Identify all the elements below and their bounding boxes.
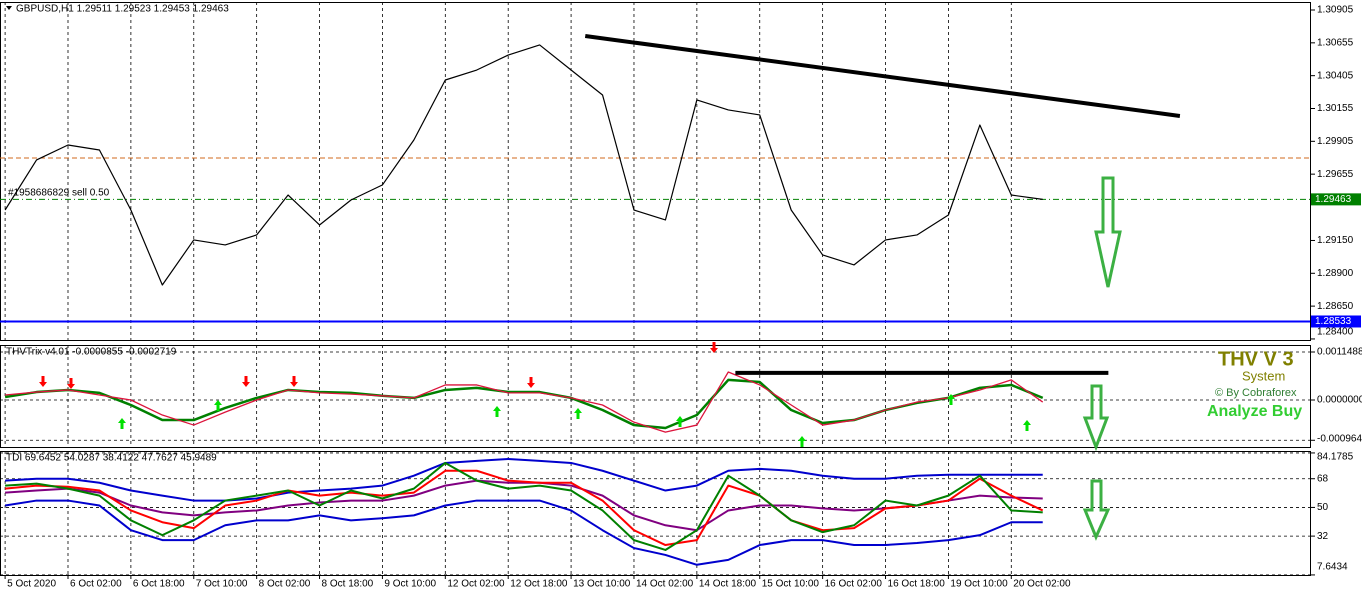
x-tick-label: 12 Oct 18:00 <box>510 579 568 590</box>
y-tick-label: 0.0011488 <box>1317 347 1362 358</box>
y-tick-label: 50 <box>1317 502 1329 513</box>
y-tick-label: 7.6434 <box>1317 562 1348 573</box>
y-tick-label: 1.29905 <box>1317 136 1354 147</box>
chart-title: GBPUSD,H1 1.29511 1.29523 1.29453 1.2946… <box>16 4 229 15</box>
pane-frame <box>0 345 1311 448</box>
series-line <box>5 371 1044 433</box>
x-tick-label: 14 Oct 18:00 <box>699 579 757 590</box>
price-box <box>1311 315 1361 328</box>
y-tick-label: 84.1785 <box>1317 452 1354 463</box>
x-tick-label: 15 Oct 10:00 <box>762 579 820 590</box>
x-tick-label: 20 Oct 02:00 <box>1013 579 1071 590</box>
down-arrow <box>1082 384 1110 452</box>
price-box-label: 1.28533 <box>1315 316 1352 327</box>
y-tick-label: 1.28900 <box>1317 268 1354 279</box>
y-tick-label: 1.28650 <box>1317 301 1354 312</box>
brand-credit: © By Cobraforex <box>1215 387 1297 399</box>
series-line <box>5 469 1044 547</box>
signal-label: Analyze Buy <box>1207 403 1302 420</box>
y-tick-label: 1.30155 <box>1317 103 1354 114</box>
x-tick-label: 8 Oct 18:00 <box>322 579 374 590</box>
x-tick-label: 9 Oct 10:00 <box>384 579 436 590</box>
series-line <box>4 44 1043 286</box>
series-line <box>4 499 1043 566</box>
y-tick-label: 1.30655 <box>1317 37 1354 48</box>
x-tick-label: 19 Oct 10:00 <box>950 579 1008 590</box>
x-tick-label: 6 Oct 02:00 <box>70 579 122 590</box>
down-arrow <box>1082 479 1111 541</box>
y-tick-label: 1.30905 <box>1317 5 1354 16</box>
x-tick-label: 14 Oct 02:00 <box>636 579 694 590</box>
x-tick-label: 8 Oct 02:00 <box>259 579 311 590</box>
series-line <box>5 461 1043 551</box>
y-tick-label: 32 <box>1317 531 1329 542</box>
menu-triangle <box>6 6 12 10</box>
y-tick-label: 0.0000000 <box>1317 395 1362 406</box>
pane-frame <box>0 2 1311 341</box>
y-tick-label: -0.000964 <box>1317 434 1362 445</box>
indicator-title: TDI 69.6452 54.0287 38.4122 47.7627 45.9… <box>6 453 217 464</box>
down-arrow <box>1094 176 1122 288</box>
pane-frame <box>0 451 1311 576</box>
x-tick-label: 6 Oct 18:00 <box>133 579 185 590</box>
series-line <box>5 479 1043 532</box>
brand-subtitle: System <box>1242 368 1285 383</box>
x-tick-label: 16 Oct 02:00 <box>825 579 883 590</box>
order-annotation: #1958686829 sell 0.50 <box>8 188 110 199</box>
price-box-label: 1.29463 <box>1315 194 1352 205</box>
x-tick-label: 16 Oct 18:00 <box>888 579 946 590</box>
x-tick-label: 12 Oct 02:00 <box>447 579 505 590</box>
y-tick-label: 68 <box>1317 473 1329 484</box>
y-tick-label: 1.29655 <box>1317 169 1354 180</box>
brand-name: THV V 3 <box>1218 348 1294 370</box>
x-tick-label: 5 Oct 2020 <box>7 579 56 590</box>
y-tick-label: 1.29150 <box>1317 235 1354 246</box>
indicator-title: THVTrix v4.01 -0.0000855 -0.0002719 <box>6 347 177 358</box>
x-tick-label: 13 Oct 10:00 <box>573 579 631 590</box>
y-tick-label: 1.30405 <box>1317 70 1354 81</box>
price-box <box>1311 193 1361 206</box>
series-line <box>5 457 1043 502</box>
x-tick-label: 7 Oct 10:00 <box>196 579 248 590</box>
trend-line <box>584 34 1181 118</box>
y-tick-label: 1.28400 <box>1317 327 1354 338</box>
